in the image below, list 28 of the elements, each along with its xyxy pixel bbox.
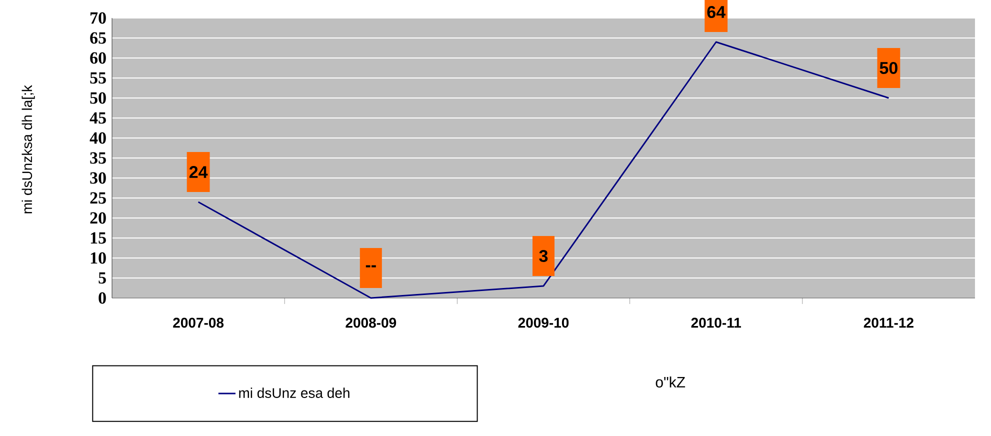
y-tick-label: 5 [98,272,106,284]
y-tick-label: 60 [90,52,106,64]
legend-label: mi dsUnz esa deh [239,388,350,398]
y-tick-label: 55 [90,72,106,84]
y-tick-label: 50 [90,92,106,104]
x-tick-label: 2009-10 [518,318,569,328]
data-label: 50 [880,62,898,74]
data-label: 24 [189,166,208,178]
y-axis-title: mi dsUnzksa dh la[;k [22,85,35,214]
y-tick-label: 65 [90,32,106,44]
x-tick-label: 2011-12 [864,318,914,328]
x-axis-title: o"kZ [656,376,686,388]
x-tick-label: 2007-08 [173,318,224,328]
y-tick-label: 10 [90,252,106,264]
y-tick-label: 25 [90,192,106,204]
data-label: -- [366,265,376,268]
y-tick-label: 70 [90,12,106,24]
y-tick-label: 30 [90,172,106,184]
y-tick-label: 45 [90,112,106,124]
x-tick-label: 2010-11 [691,318,742,328]
y-tick-label: 0 [98,292,106,304]
x-tick-label: 2008-09 [346,318,396,328]
y-tick-label: 35 [90,152,106,164]
y-tick-label: 20 [90,212,106,224]
y-tick-label: 15 [90,232,106,244]
data-label: 64 [707,6,726,18]
data-label: 3 [539,250,548,262]
y-tick-label: 40 [90,132,106,144]
